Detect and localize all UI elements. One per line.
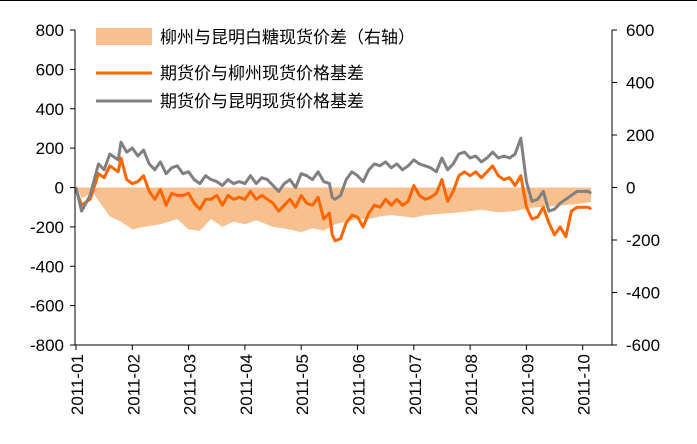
right-tick-label: 600 bbox=[626, 21, 654, 40]
right-axis-ticks: 600 400 200 0 -200 -400 -600 bbox=[612, 21, 660, 355]
legend: 柳州与昆明白糖现货价差（右轴） 期货价与柳州现货价格基差 期货价与昆明现货价格基… bbox=[96, 28, 415, 111]
right-tick-label: 200 bbox=[626, 126, 654, 145]
series-line-basis-kunming bbox=[74, 136, 592, 213]
left-tick-label: 600 bbox=[36, 60, 64, 79]
left-tick-label: -600 bbox=[30, 297, 64, 316]
left-tick-label: 400 bbox=[36, 100, 64, 119]
left-tick-label: -200 bbox=[30, 218, 64, 237]
right-tick-label: 0 bbox=[626, 179, 635, 198]
left-tick-label: 800 bbox=[36, 21, 64, 40]
x-tick-label: 2011-06 bbox=[350, 354, 369, 415]
left-tick-label: 0 bbox=[55, 179, 64, 198]
plot-layer bbox=[74, 136, 592, 243]
x-axis-ticks: 2011-01 2011-02 2011-03 2011-04 2011-05 2011-… bbox=[68, 345, 594, 415]
series-line-basis-liuzhou bbox=[74, 156, 592, 243]
x-tick-label: 2011-05 bbox=[293, 354, 312, 415]
left-tick-label: -800 bbox=[30, 336, 64, 355]
x-tick-label: 2011-10 bbox=[575, 354, 594, 415]
legend-swatch-area bbox=[96, 28, 152, 45]
right-tick-label: -600 bbox=[626, 336, 660, 355]
x-tick-label: 2011-08 bbox=[462, 354, 481, 415]
x-tick-label: 2011-01 bbox=[68, 354, 87, 415]
right-tick-label: -400 bbox=[626, 284, 660, 303]
x-tick-label: 2011-02 bbox=[124, 354, 143, 415]
x-tick-label: 2011-09 bbox=[518, 354, 537, 415]
right-tick-label: 400 bbox=[626, 74, 654, 93]
x-tick-label: 2011-07 bbox=[406, 354, 425, 415]
x-tick-label: 2011-03 bbox=[181, 354, 200, 415]
legend-label-area: 柳州与昆明白糖现货价差（右轴） bbox=[160, 28, 415, 47]
left-tick-label: -400 bbox=[30, 257, 64, 276]
legend-label-kunming: 期货价与昆明现货价格基差 bbox=[160, 92, 364, 111]
series-area-liuzhou-kunming-spread bbox=[76, 184, 592, 233]
legend-label-liuzhou: 期货价与柳州现货价格基差 bbox=[160, 64, 364, 83]
left-axis-ticks: 800 600 400 200 0 -200 -400 -600 -800 bbox=[30, 21, 75, 355]
axes-layer: 800 600 400 200 0 -200 -400 -600 -800 600 400 200 0… bbox=[0, 0, 697, 415]
x-tick-label: 2011-04 bbox=[237, 354, 256, 415]
left-tick-label: 200 bbox=[36, 139, 64, 158]
right-tick-label: -200 bbox=[626, 231, 660, 250]
